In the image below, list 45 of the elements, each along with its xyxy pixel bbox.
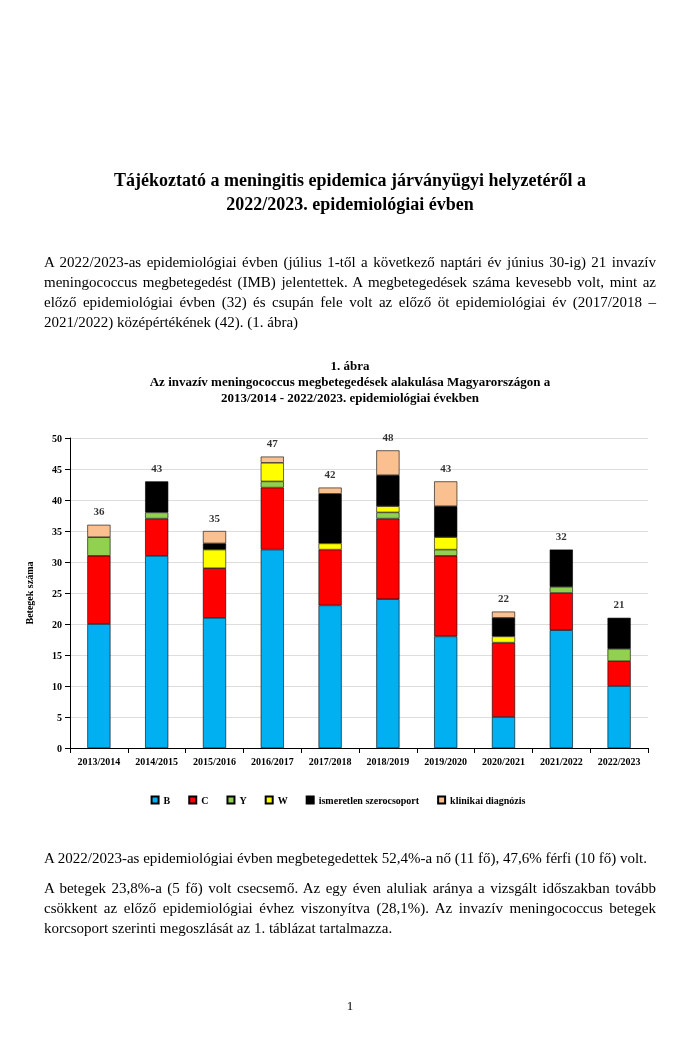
- total-label: 35: [209, 511, 221, 524]
- x-tick-label: 2022/2023: [597, 755, 641, 767]
- y-tick-label: 50: [52, 432, 62, 444]
- x-tick-label: 2020/2021: [482, 755, 525, 767]
- total-label: 32: [555, 530, 568, 543]
- y-axis-title: Betegek száma: [23, 561, 35, 625]
- text: A 2022/2023-as epidemiológiai évben (július 1-től a következő naptári év június 30-ig) 21 invazív meningococcus megbetegedést (IMB) jelentettek. A megbetegedések száma kevesebb volt, mint az előző epidemiológiai évben (32) és csupán fele volt az előző öt epidemiológiai év (2017/2018 – 2021/2022) középértékének (42). (1. ábra): [44, 253, 656, 332]
- chart-title: 1. ábra: [329, 358, 371, 374]
- total-label: 42: [324, 468, 337, 481]
- total-label: 22: [498, 592, 510, 605]
- y-tick-label: 40: [52, 494, 62, 506]
- text: A betegek 23,8%-a (5 fő) volt csecsemő. Az egy éven aluliak aránya a vizsgált időszakban tovább csökkent az előző epidemiológiai évhez viszonyítva (28,1%). Az invazív meningococcus betegek korcsoport szerinti megoszlását az 1. táblázat tartalmazza.: [44, 879, 656, 938]
- text: 1: [345, 998, 355, 1014]
- y-tick-label: 5: [57, 711, 62, 723]
- y-tick-label: 15: [52, 649, 62, 661]
- x-tick-label: 2019/2020: [424, 755, 468, 767]
- y-tick-label: 10: [52, 680, 62, 692]
- legend-label: C: [201, 794, 209, 806]
- text: Tájékoztató a meningitis epidemica járványügyi helyzetéről a 2022/2023. epidemiológiai évben: [113, 169, 587, 216]
- legend-label: W: [277, 794, 288, 806]
- legend-label: klinikai diagnózis: [450, 794, 526, 806]
- x-tick-label: 2016/2017: [250, 755, 294, 767]
- total-label: 36: [93, 505, 105, 518]
- y-tick-label: 30: [52, 556, 62, 568]
- legend-label: B: [163, 794, 171, 806]
- x-tick-label: 2015/2016: [193, 755, 236, 767]
- legend-label: Y: [239, 794, 248, 806]
- chart-subtitle: Az invazív meningococcus megbetegedések alakulása Magyarországon a 2013/2014 - 2022/2023. epidemiológiai években: [148, 374, 552, 406]
- x-tick-label: 2021/2022: [539, 755, 583, 767]
- text: A 2022/2023-as epidemiológiai évben megbetegedettek 52,4%-a nő (11 fő), 47,6% férfi (10 fő) volt.: [44, 849, 649, 868]
- legend-label: ismeretlen szerocsoport: [318, 794, 420, 806]
- x-tick-label: 2013/2014: [77, 755, 121, 767]
- x-tick-label: 2014/2015: [135, 755, 179, 767]
- y-tick-label: 45: [52, 463, 62, 475]
- total-label: 21: [613, 598, 625, 611]
- total-label: 43: [440, 461, 452, 474]
- x-tick-label: 2018/2019: [366, 755, 410, 767]
- y-tick-label: 20: [52, 618, 62, 630]
- total-label: 43: [151, 461, 163, 474]
- y-tick-label: 25: [52, 587, 62, 599]
- y-tick-label: 0: [57, 742, 62, 754]
- total-label: 47: [266, 437, 279, 450]
- total-label: 48: [382, 430, 394, 443]
- y-tick-label: 35: [52, 525, 62, 537]
- x-tick-label: 2017/2018: [308, 755, 352, 767]
